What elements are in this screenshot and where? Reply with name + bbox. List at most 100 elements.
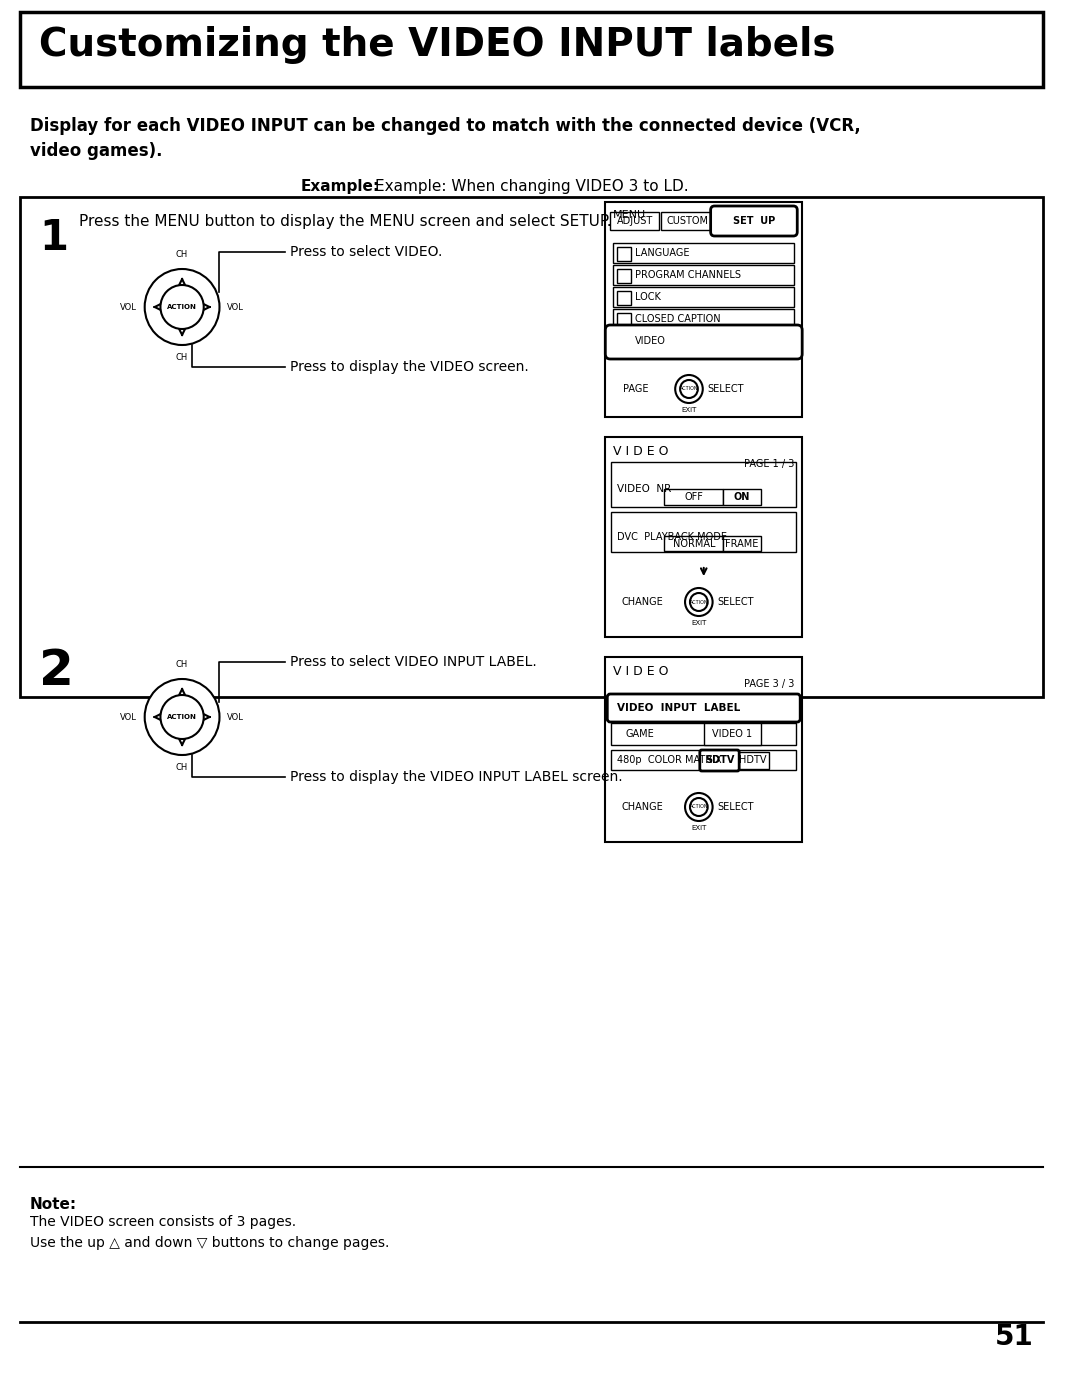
Text: EXIT: EXIT (691, 620, 706, 626)
Text: VIDEO 1: VIDEO 1 (712, 729, 753, 739)
Bar (613, 286, 794, 307)
Bar (617, 247, 631, 261)
Text: CH: CH (176, 250, 188, 258)
Text: PAGE 3 / 3: PAGE 3 / 3 (744, 679, 794, 689)
Text: VOL: VOL (120, 712, 137, 721)
FancyBboxPatch shape (700, 750, 739, 771)
Text: LANGUAGE: LANGUAGE (635, 249, 689, 258)
Circle shape (690, 592, 707, 610)
Text: SDTV: SDTV (705, 754, 734, 766)
Text: 51: 51 (995, 1323, 1034, 1351)
Text: CHANGE: CHANGE (621, 802, 663, 812)
Text: ACTION: ACTION (167, 305, 197, 310)
Text: FRAME: FRAME (726, 539, 759, 549)
FancyBboxPatch shape (711, 205, 797, 236)
Circle shape (685, 793, 713, 821)
Text: VIDEO  NR: VIDEO NR (617, 483, 672, 495)
Text: MENU: MENU (613, 210, 646, 219)
Text: CH: CH (176, 763, 188, 773)
Text: 1: 1 (39, 217, 68, 258)
Text: Example: When changing VIDEO 3 to LD.: Example: When changing VIDEO 3 to LD. (375, 179, 688, 194)
Text: ADJUST: ADJUST (617, 217, 653, 226)
Circle shape (690, 798, 707, 816)
Bar (611, 511, 796, 552)
Text: 2: 2 (39, 647, 75, 694)
Text: GAME: GAME (625, 729, 653, 739)
Bar (664, 536, 724, 550)
Bar (611, 724, 796, 745)
Bar (613, 265, 794, 285)
Circle shape (145, 679, 219, 754)
Text: VOL: VOL (228, 303, 244, 312)
Text: CH: CH (176, 353, 188, 362)
Bar (613, 309, 794, 330)
Text: CH: CH (176, 659, 188, 669)
Text: The VIDEO screen consists of 3 pages.
Use the up △ and down ▽ buttons to change : The VIDEO screen consists of 3 pages. Us… (29, 1215, 389, 1249)
Bar (617, 335, 631, 349)
Text: CLOSED CAPTION: CLOSED CAPTION (635, 314, 720, 324)
Text: ACTION: ACTION (689, 599, 708, 605)
Text: ACTION: ACTION (679, 387, 699, 391)
Text: Customizing the VIDEO INPUT labels: Customizing the VIDEO INPUT labels (39, 27, 836, 64)
Text: PAGE 1 / 3: PAGE 1 / 3 (744, 460, 794, 469)
Bar (664, 489, 724, 504)
Bar (738, 752, 769, 768)
Text: SELECT: SELECT (717, 597, 754, 608)
FancyBboxPatch shape (607, 694, 800, 722)
Bar (611, 462, 796, 507)
Text: ACTION: ACTION (689, 805, 708, 809)
Text: SELECT: SELECT (707, 384, 744, 394)
Text: VIDEO  INPUT  LABEL: VIDEO INPUT LABEL (617, 703, 741, 712)
Bar (661, 212, 713, 231)
Text: Example:: Example: (300, 179, 379, 194)
Text: CUSTOM: CUSTOM (666, 217, 708, 226)
Circle shape (680, 380, 698, 398)
Text: PROGRAM CHANNELS: PROGRAM CHANNELS (635, 270, 741, 279)
Bar (617, 313, 631, 327)
Bar (19, 13, 1043, 87)
Text: NORMAL: NORMAL (673, 539, 715, 549)
Text: Display for each VIDEO INPUT can be changed to match with the connected device (: Display for each VIDEO INPUT can be chan… (29, 117, 861, 161)
Bar (605, 437, 802, 637)
FancyBboxPatch shape (605, 326, 802, 359)
Text: CHANGE: CHANGE (621, 597, 663, 608)
Bar (704, 724, 760, 745)
Text: V I D E O: V I D E O (613, 665, 669, 678)
Text: Press to display the VIDEO screen.: Press to display the VIDEO screen. (291, 360, 529, 374)
Circle shape (161, 694, 204, 739)
Bar (611, 750, 796, 770)
Text: Press to display the VIDEO INPUT LABEL screen.: Press to display the VIDEO INPUT LABEL s… (291, 770, 623, 784)
Text: LOCK: LOCK (635, 292, 661, 302)
Text: PAGE: PAGE (623, 384, 648, 394)
Text: ON: ON (734, 492, 751, 502)
Circle shape (161, 285, 204, 330)
Text: HDTV: HDTV (739, 754, 767, 766)
Bar (610, 212, 660, 231)
Bar (605, 203, 802, 416)
Text: SELECT: SELECT (717, 802, 754, 812)
Text: EXIT: EXIT (691, 826, 706, 831)
Text: ACTION: ACTION (167, 714, 197, 719)
Bar (617, 270, 631, 284)
Bar (617, 291, 631, 305)
Circle shape (145, 270, 219, 345)
Text: EXIT: EXIT (681, 407, 697, 414)
Text: Press the MENU button to display the MENU screen and select SETUP.: Press the MENU button to display the MEN… (79, 214, 611, 229)
Bar (19, 197, 1043, 697)
Text: VOL: VOL (120, 303, 137, 312)
Text: Press to select VIDEO.: Press to select VIDEO. (291, 244, 443, 258)
Bar (724, 536, 760, 550)
Text: 480p  COLOR MATRIX: 480p COLOR MATRIX (617, 754, 721, 766)
Bar (724, 489, 760, 504)
Circle shape (675, 374, 703, 402)
Text: OFF: OFF (685, 492, 703, 502)
Circle shape (685, 588, 713, 616)
Text: Note:: Note: (29, 1197, 77, 1213)
Text: DVC  PLAYBACK MODE: DVC PLAYBACK MODE (617, 532, 727, 542)
Bar (613, 243, 794, 263)
Bar (605, 657, 802, 842)
Text: VOL: VOL (228, 712, 244, 721)
Text: SET  UP: SET UP (733, 217, 775, 226)
Bar (613, 331, 794, 351)
Text: VIDEO: VIDEO (635, 337, 665, 346)
